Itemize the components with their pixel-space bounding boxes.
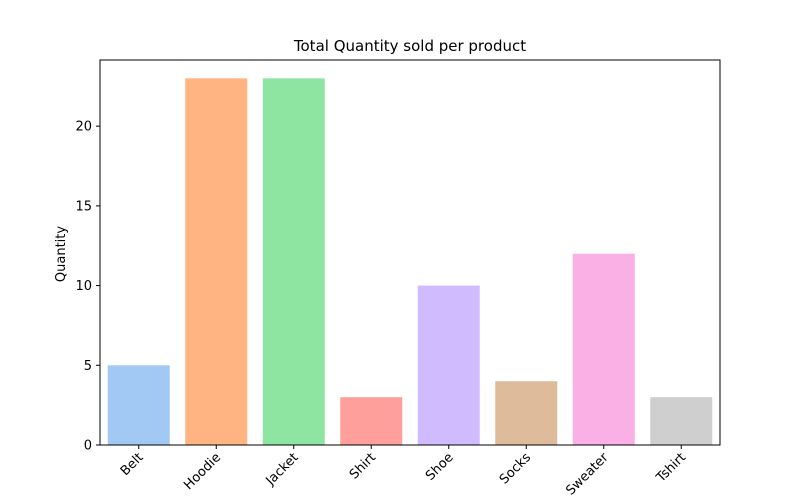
x-tick-label: Socks: [497, 450, 534, 487]
x-tick-label: Sweater: [563, 450, 612, 499]
bar-jacket: [262, 78, 325, 445]
y-tick-label: 20: [75, 120, 92, 135]
y-tick-label: 5: [84, 359, 92, 374]
y-axis-ticks: 0 5 10 15 20: [75, 120, 100, 454]
bar-shoe: [417, 285, 480, 445]
bars-layer: [107, 78, 713, 445]
x-tick-label: Shirt: [347, 450, 379, 482]
x-tick-label: Shoe: [423, 450, 457, 484]
bar-socks: [495, 381, 558, 445]
x-tick-label: Belt: [118, 450, 147, 479]
chart-title: Total Quantity sold per product: [293, 37, 526, 55]
plot-frame: [99, 59, 721, 446]
y-tick-label: 0: [84, 439, 92, 454]
bar-hoodie: [185, 78, 248, 445]
x-tick-label: Hoodie: [181, 450, 224, 493]
y-tick-label: 10: [75, 279, 92, 294]
x-axis-ticks: Belt Hoodie Jacket Shirt Shoe Socks Sweater Tsh…: [118, 445, 689, 499]
bar-sweater: [572, 253, 635, 445]
bar-tshirt: [650, 397, 713, 445]
bar-shirt: [340, 397, 403, 445]
y-axis-label: Quantity: [54, 226, 69, 282]
bar-belt: [107, 365, 170, 445]
x-tick-label: Jacket: [263, 450, 302, 489]
x-tick-label: Tshirt: [653, 450, 689, 486]
y-tick-label: 15: [75, 199, 92, 214]
